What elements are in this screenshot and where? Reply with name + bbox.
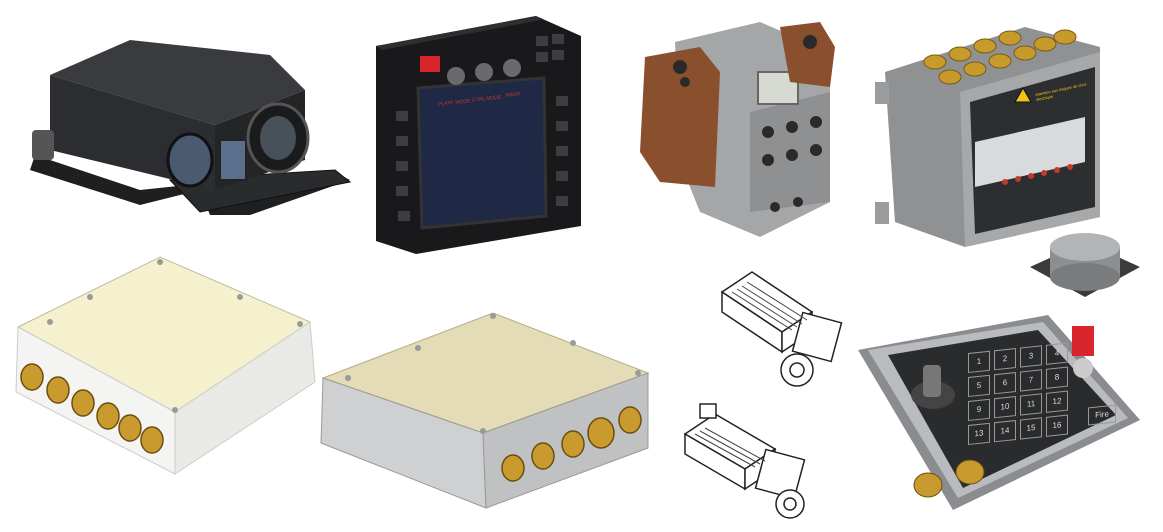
key-9[interactable]: 9 xyxy=(968,398,990,422)
enclosure-white xyxy=(10,252,320,477)
key-13[interactable]: 13 xyxy=(968,422,990,446)
key-11[interactable]: 11 xyxy=(1020,393,1042,416)
key-8[interactable]: 8 xyxy=(1046,366,1068,389)
camera-unit xyxy=(20,30,352,220)
key-14[interactable]: 14 xyxy=(994,420,1016,443)
key-10[interactable]: 10 xyxy=(994,396,1016,419)
key-6[interactable]: 6 xyxy=(994,372,1016,395)
key-15[interactable]: 15 xyxy=(1020,417,1042,440)
actuator-housing xyxy=(640,12,840,244)
key-1[interactable]: 1 xyxy=(968,350,990,374)
servo-motor-bottom xyxy=(680,403,820,524)
key-12[interactable]: 12 xyxy=(1046,390,1068,413)
key-7[interactable]: 7 xyxy=(1020,369,1042,392)
display-terminal: PLATF. MODE CTRL MODE WEAP xyxy=(376,16,586,254)
key-2[interactable]: 2 xyxy=(994,348,1016,371)
key-5[interactable]: 5 xyxy=(968,374,990,398)
isolator-puck xyxy=(1030,232,1140,304)
power-box: Attention aux risques de choc électrique xyxy=(875,22,1105,250)
key-3[interactable]: 3 xyxy=(1020,345,1042,368)
operator-keypad: 1 2 3 4 5 6 7 8 9 10 11 12 13 14 15 16 F… xyxy=(858,310,1146,510)
key-16[interactable]: 16 xyxy=(1046,414,1068,437)
keypad-grid: 1 2 3 4 5 6 7 8 9 10 11 12 13 14 15 16 xyxy=(968,342,1068,446)
fire-key[interactable]: Fire xyxy=(1088,404,1116,426)
key-4[interactable]: 4 xyxy=(1046,342,1068,365)
servo-motor-top xyxy=(712,262,843,392)
enclosure-beige xyxy=(318,308,653,513)
